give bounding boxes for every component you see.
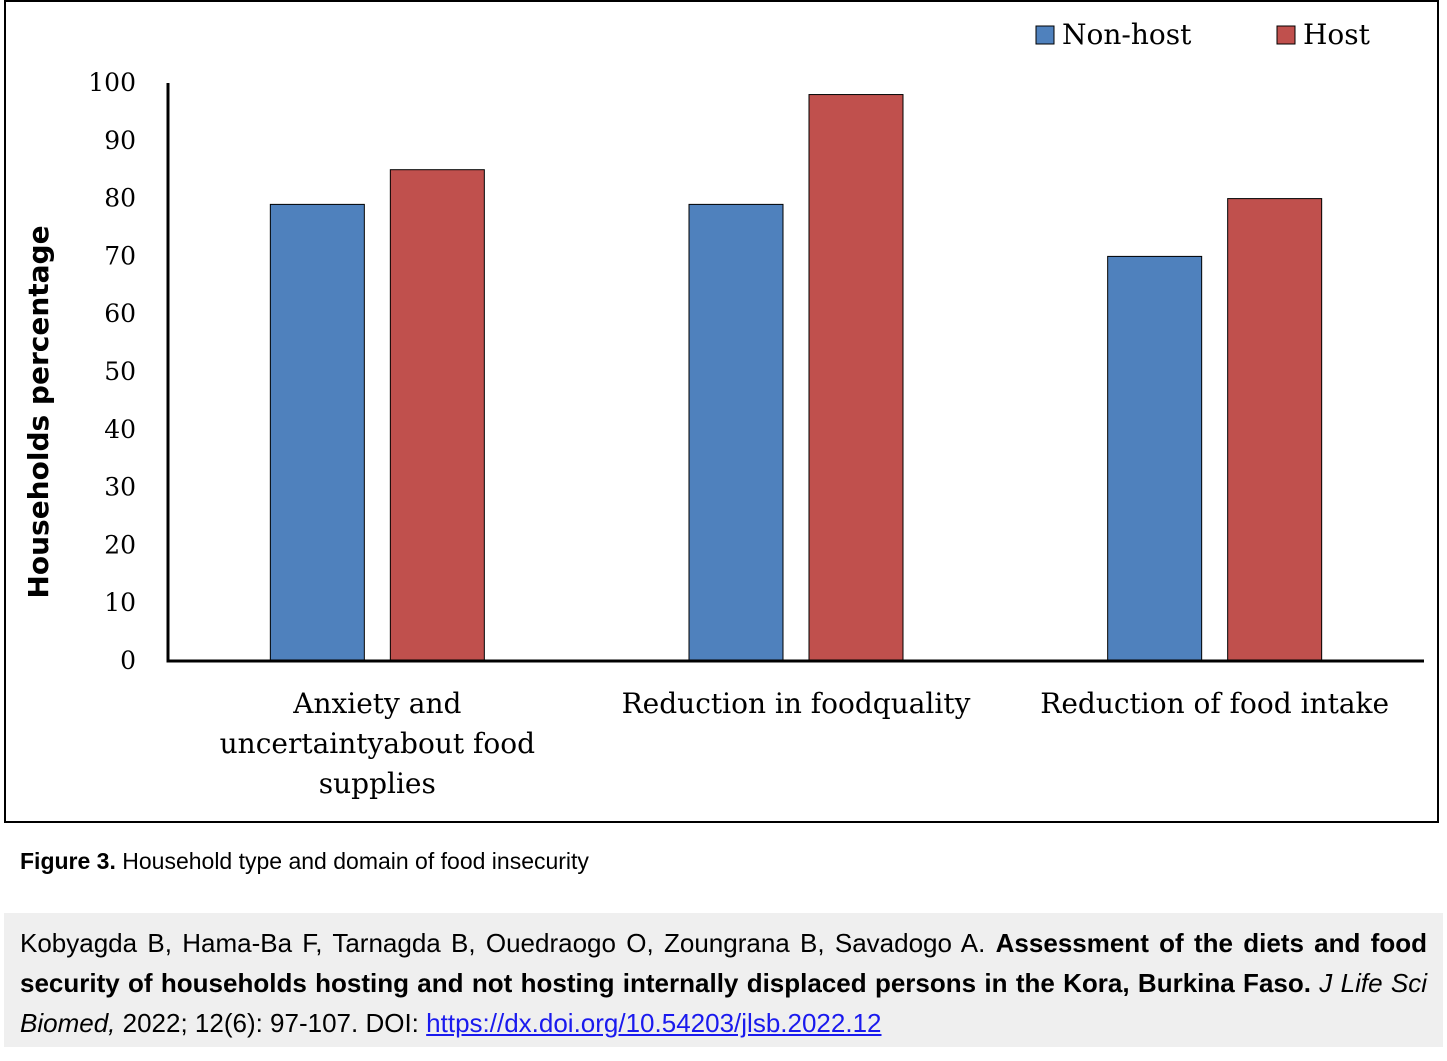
bar-host-2 [1227,198,1323,662]
y-tick-label: 30 [104,473,136,502]
bar-host-0 [389,169,485,662]
citation-journal: J Life Sci Biomed, [20,968,1427,1038]
bar-chart: 0 10 20 30 40 50 60 70 80 90 100 Households percent… [22,18,1424,800]
bar-non-host-2 [1107,255,1203,662]
legend-swatch [1276,25,1296,45]
x-tick-label: uncertaintyabout food [220,727,535,760]
doi-link[interactable]: https://dx.doi.org/10.54203/jlsb.2022.12 [426,1008,882,1038]
y-tick-label: 60 [104,299,136,328]
figure-label: Figure 3. [20,848,116,874]
bar-host-1 [808,94,904,662]
citation-box: Kobyagda B, Hama-Ba F, Tarnagda B, Ouedr… [4,913,1443,1047]
y-tick-label: 0 [120,646,136,675]
x-tick-label: supplies [319,767,436,800]
bar-non-host-1 [688,203,784,662]
citation-title: Assessment of the diets and food securit… [20,928,1427,998]
y-tick-label: 10 [104,588,136,617]
y-tick-label: 80 [104,184,136,213]
bar-non-host-0 [269,203,365,662]
chart-frame: 0 10 20 30 40 50 60 70 80 90 100 Households percent… [4,0,1439,823]
y-tick-label: 20 [104,530,136,559]
citation-details: 2022; 12(6): 97-107. DOI: [122,1008,419,1038]
y-tick-label: 100 [88,68,136,97]
x-tick-label: Reduction in foodquality [622,687,971,720]
y-tick-label: 70 [104,241,136,270]
x-tick-label: Anxiety and [292,687,461,720]
legend-label: Host [1303,18,1371,51]
legend-label: Non-host [1062,18,1192,51]
y-axis-title: Households percentage [22,225,55,598]
y-tick-label: 40 [104,415,136,444]
x-tick-label: Reduction of food intake [1040,687,1389,720]
citation-authors: Kobyagda B, Hama-Ba F, Tarnagda B, Ouedr… [20,928,986,958]
figure-caption: Figure 3. Household type and domain of f… [20,848,589,875]
legend-swatch [1035,25,1055,45]
y-tick-label: 50 [104,357,136,386]
figure-caption-text: Household type and domain of food insecu… [122,848,589,874]
y-tick-label: 90 [104,126,136,155]
